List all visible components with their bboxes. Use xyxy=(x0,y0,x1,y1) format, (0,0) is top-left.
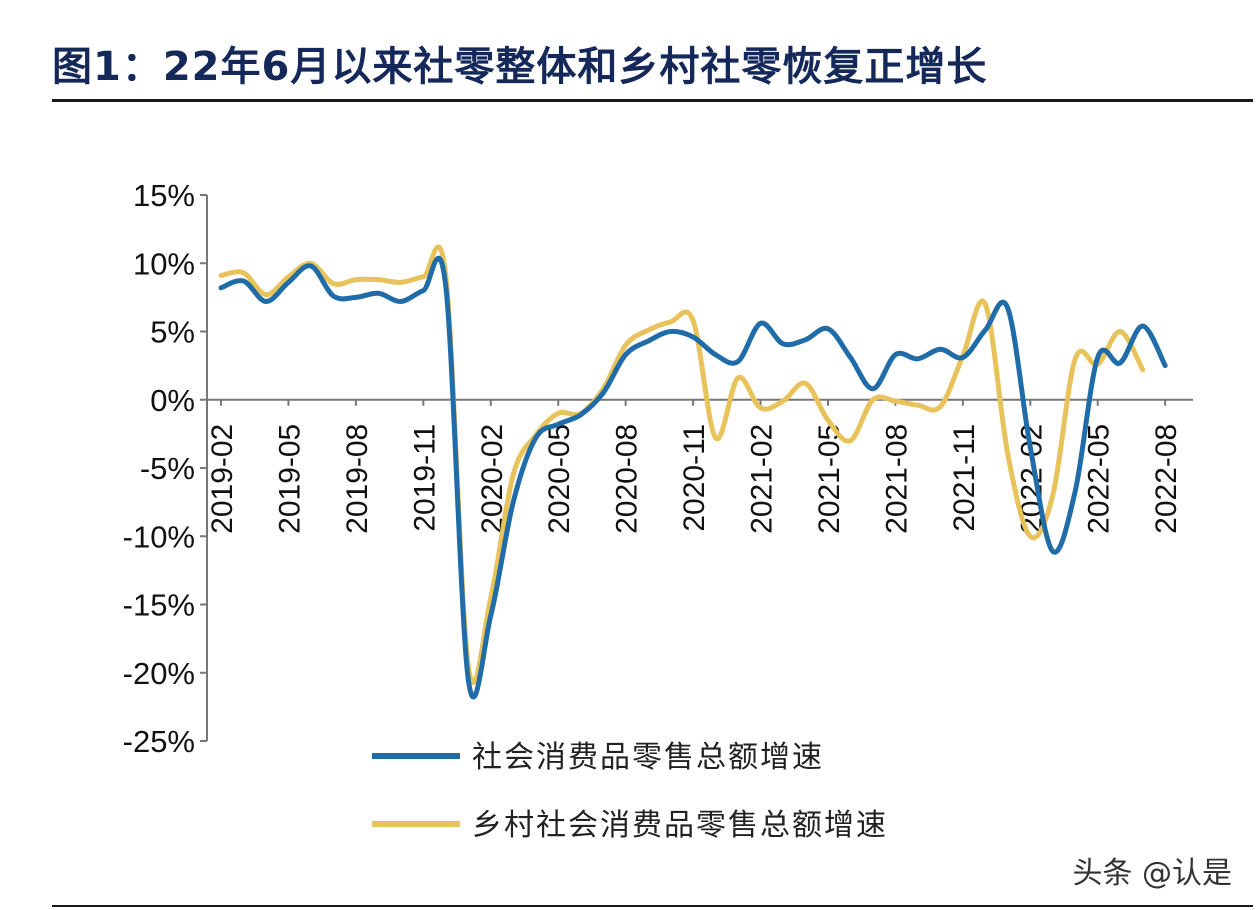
y-axis-ticks: 15% 10% 5% 0% -5% -10% -15% -20% -25% xyxy=(123,178,207,759)
y-tick-label: 10% xyxy=(133,246,195,281)
series-line-rural-retail xyxy=(218,244,1146,686)
x-tick-label: 2020-08 xyxy=(611,424,644,534)
x-axis-ticks: 2019-02 2019-05 2019-08 2019-11 2020-02 2020-… xyxy=(206,399,1183,534)
legend: 社会消费品零售总额增速 乡村社会消费品零售总额增速 xyxy=(372,740,888,843)
x-tick-label: 2022-08 xyxy=(1150,424,1183,534)
x-tick-label: 2021-05 xyxy=(813,424,846,534)
x-tick-label: 2020-05 xyxy=(543,424,576,534)
y-tick-label: -10% xyxy=(123,519,195,554)
x-tick-label: 2019-02 xyxy=(206,424,239,534)
chart-title: 图1：22年6月以来社零整体和乡村社零恢复正增长 xyxy=(52,44,988,90)
y-tick-label: -25% xyxy=(123,724,195,759)
y-tick-label: 0% xyxy=(150,383,195,418)
x-tick-label: 2022-05 xyxy=(1083,424,1116,534)
title-divider xyxy=(52,99,1253,102)
legend-label-rural: 乡村社会消费品零售总额增速 xyxy=(472,808,888,843)
x-tick-label: 2021-11 xyxy=(948,424,981,532)
series-line-retail-total xyxy=(218,255,1168,700)
x-tick-label: 2020-11 xyxy=(678,424,711,532)
watermark: 头条 @认是 xyxy=(1072,856,1232,891)
y-tick-label: 5% xyxy=(150,315,195,350)
y-tick-label: 15% xyxy=(133,178,195,213)
series-lines xyxy=(218,244,1168,700)
legend-label-retail: 社会消费品零售总额增速 xyxy=(472,740,824,775)
y-tick-label: -15% xyxy=(123,588,195,623)
x-tick-label: 2019-11 xyxy=(408,424,441,532)
y-tick-label: -20% xyxy=(123,656,195,691)
bottom-divider xyxy=(52,905,1253,907)
y-tick-label: -5% xyxy=(140,451,195,486)
x-tick-label: 2019-08 xyxy=(341,424,374,534)
x-tick-label: 2021-08 xyxy=(880,424,913,534)
x-tick-label: 2021-02 xyxy=(746,424,779,534)
x-tick-label: 2019-05 xyxy=(273,424,306,534)
